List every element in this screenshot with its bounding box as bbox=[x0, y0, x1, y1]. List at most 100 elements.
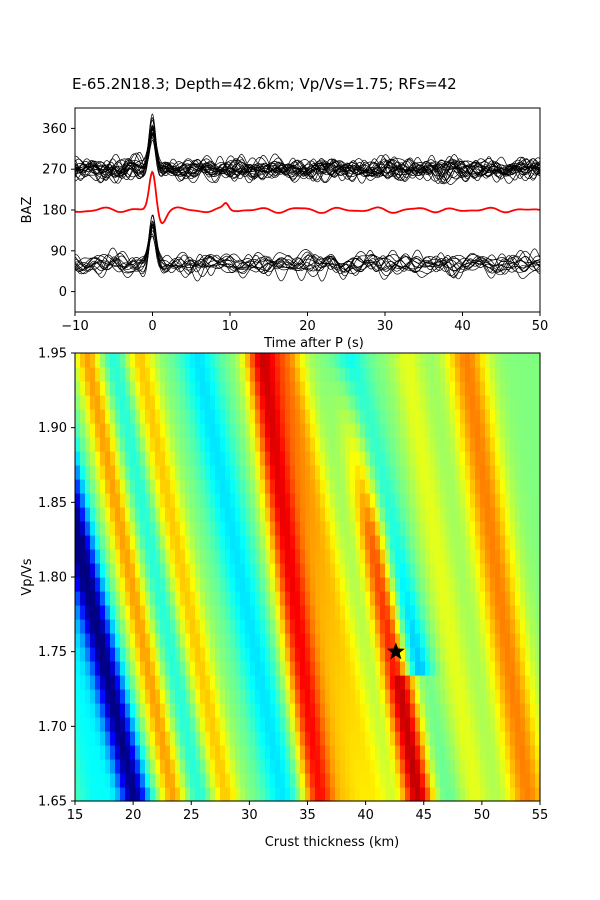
hk-cell bbox=[450, 619, 456, 634]
hk-cell bbox=[515, 661, 521, 676]
hk-cell bbox=[505, 661, 511, 676]
hk-cell bbox=[200, 731, 206, 746]
hk-cell bbox=[320, 563, 326, 578]
hk-cell bbox=[95, 647, 101, 662]
hk-cell bbox=[485, 787, 491, 802]
hk-cell bbox=[80, 759, 86, 774]
hk-cell bbox=[335, 395, 341, 410]
hk-cell bbox=[165, 465, 171, 480]
hk-cell bbox=[205, 633, 211, 648]
hk-cell bbox=[395, 395, 401, 410]
hk-cell bbox=[200, 647, 206, 662]
hk-cell bbox=[495, 703, 501, 718]
hk-cell bbox=[215, 633, 221, 648]
hk-cell bbox=[430, 549, 436, 564]
hk-cell bbox=[235, 591, 241, 606]
hk-cell bbox=[470, 451, 476, 466]
hk-cell bbox=[450, 549, 456, 564]
hk-cell bbox=[400, 787, 406, 802]
hk-cell bbox=[130, 465, 136, 480]
hk-cell bbox=[395, 409, 401, 424]
hk-cell bbox=[280, 563, 286, 578]
hk-cell bbox=[330, 549, 336, 564]
hk-cell bbox=[80, 619, 86, 634]
hk-cell bbox=[480, 423, 486, 438]
hk-cell bbox=[450, 521, 456, 536]
hk-cell bbox=[485, 731, 491, 746]
rf-trace bbox=[75, 134, 540, 184]
hk-cell bbox=[525, 465, 531, 480]
hk-cell bbox=[260, 759, 266, 774]
hk-cell bbox=[525, 731, 531, 746]
hk-cell bbox=[85, 423, 91, 438]
hk-cell bbox=[85, 353, 91, 368]
hk-cell bbox=[415, 577, 421, 592]
hk-cell bbox=[335, 731, 341, 746]
hk-cell bbox=[520, 437, 526, 452]
hk-cell bbox=[190, 661, 196, 676]
hk-cell bbox=[465, 619, 471, 634]
hk-cell bbox=[510, 675, 516, 690]
hk-cell bbox=[520, 549, 526, 564]
hk-cell bbox=[80, 437, 86, 452]
hk-cell bbox=[300, 549, 306, 564]
hk-cell bbox=[315, 507, 321, 522]
hk-cell bbox=[350, 507, 356, 522]
hk-cell bbox=[355, 703, 361, 718]
hk-cell bbox=[295, 731, 301, 746]
hk-cell bbox=[270, 731, 276, 746]
hk-cell bbox=[510, 367, 516, 382]
hk-cell bbox=[390, 661, 396, 676]
hk-cell bbox=[405, 395, 411, 410]
hk-cell bbox=[320, 521, 326, 536]
hk-cell bbox=[275, 395, 281, 410]
hk-cell bbox=[435, 619, 441, 634]
hk-cell bbox=[300, 745, 306, 760]
hk-cell bbox=[155, 717, 161, 732]
hk-cell bbox=[295, 773, 301, 788]
hk-cell bbox=[475, 633, 481, 648]
hk-cell bbox=[410, 563, 416, 578]
hk-cell bbox=[435, 465, 441, 480]
hk-cell bbox=[105, 549, 111, 564]
hk-cell bbox=[75, 479, 81, 494]
hk-cell bbox=[130, 367, 136, 382]
hk-cell bbox=[165, 493, 171, 508]
hk-cell bbox=[165, 633, 171, 648]
hk-cell bbox=[305, 605, 311, 620]
hk-cell bbox=[380, 605, 386, 620]
hk-cell bbox=[190, 549, 196, 564]
hk-cell bbox=[420, 437, 426, 452]
hk-cell bbox=[360, 661, 366, 676]
hk-cell bbox=[75, 535, 81, 550]
hk-cell bbox=[320, 409, 326, 424]
hk-cell bbox=[500, 675, 506, 690]
hk-cell bbox=[390, 675, 396, 690]
hk-cell bbox=[370, 745, 376, 760]
hk-cell bbox=[480, 675, 486, 690]
hk-cell bbox=[365, 423, 371, 438]
hk-cell bbox=[220, 759, 226, 774]
hk-cell bbox=[165, 731, 171, 746]
hk-cell bbox=[170, 381, 176, 396]
hk-cell bbox=[355, 647, 361, 662]
hk-cell bbox=[120, 787, 126, 802]
hk-cell bbox=[420, 563, 426, 578]
hk-cell bbox=[140, 731, 146, 746]
hk-cell bbox=[260, 521, 266, 536]
hk-cell bbox=[535, 437, 541, 452]
hk-cell bbox=[95, 773, 101, 788]
hk-cell bbox=[340, 745, 346, 760]
hk-cell bbox=[175, 353, 181, 368]
hk-cell bbox=[155, 773, 161, 788]
hk-cell bbox=[310, 577, 316, 592]
hk-cell bbox=[465, 787, 471, 802]
hk-cell bbox=[170, 451, 176, 466]
hk-cell bbox=[460, 479, 466, 494]
hk-cell bbox=[370, 717, 376, 732]
hk-cell bbox=[315, 521, 321, 536]
hk-cell bbox=[170, 619, 176, 634]
hk-cell bbox=[95, 787, 101, 802]
hk-cell bbox=[380, 773, 386, 788]
hk-cell bbox=[130, 479, 136, 494]
